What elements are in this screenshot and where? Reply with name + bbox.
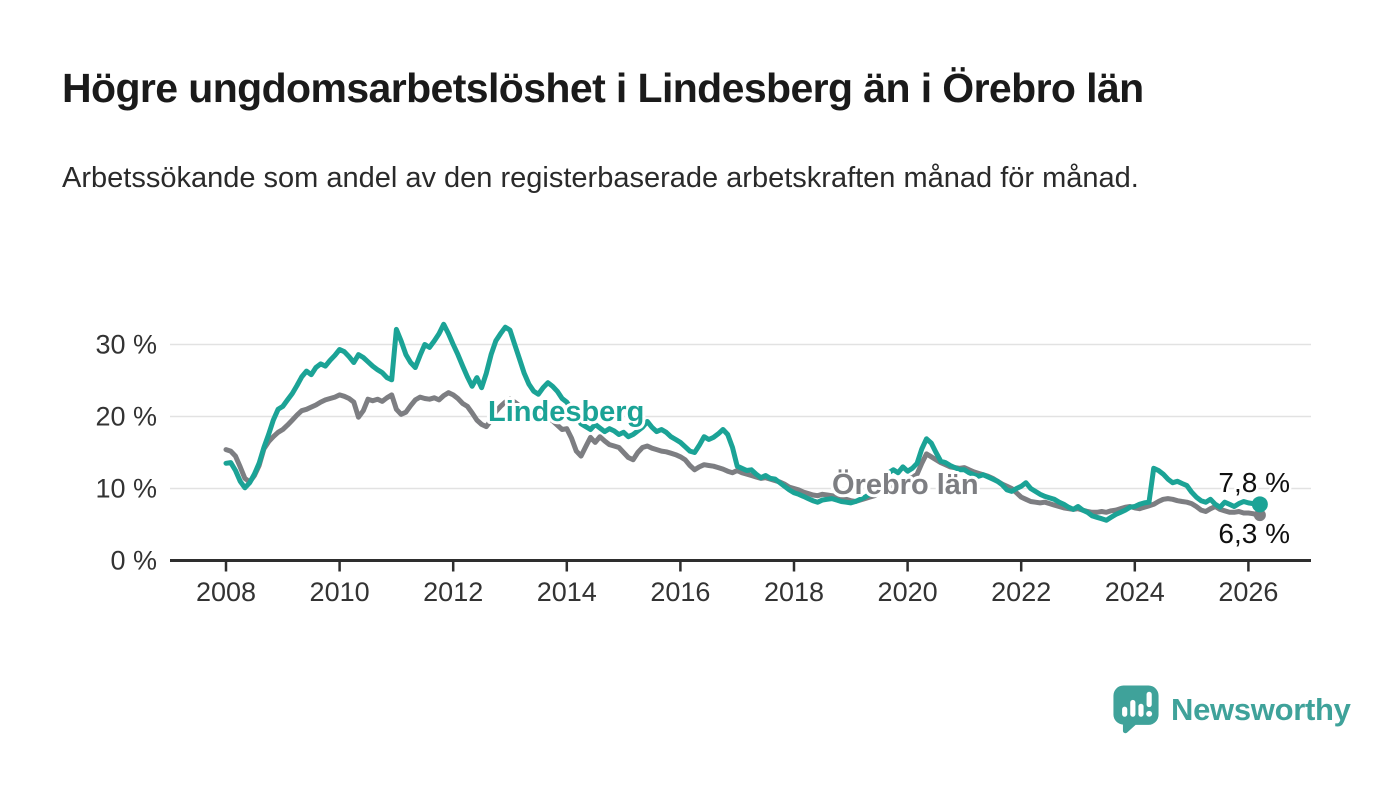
y-tick-label-10: 10 %: [95, 474, 157, 504]
x-tick-label-2020: 2020: [878, 577, 938, 607]
x-tick-label-2014: 2014: [537, 577, 597, 607]
x-tick-label-2010: 2010: [310, 577, 370, 607]
x-tick-label-2012: 2012: [423, 577, 483, 607]
series-end-dot-örebro-län: [1253, 509, 1266, 522]
x-tick-label-2024: 2024: [1105, 577, 1165, 607]
x-tick-label-2008: 2008: [196, 577, 256, 607]
series-line-lindesberg: [223, 321, 1261, 523]
newsworthy-logo-text: Newsworthy: [1171, 691, 1351, 727]
page-subtitle: Arbetssökande som andel av den registerb…: [62, 162, 1139, 194]
newsworthy-logo-icon: [1113, 685, 1159, 734]
x-tick-label-2016: 2016: [650, 577, 710, 607]
y-tick-label-20: 20 %: [95, 402, 157, 432]
x-tick-label-2022: 2022: [991, 577, 1051, 607]
series-end-dot-lindesberg: [1251, 496, 1268, 513]
page-title: Högre ungdomsarbetslöshet i Lindesberg ä…: [62, 65, 1144, 111]
end-value-label-örebro-län: 6,3 %: [1218, 518, 1290, 549]
newsworthy-logo: Newsworthy: [1112, 684, 1351, 735]
series-line-örebro-län: [223, 390, 1261, 518]
y-tick-label-30: 30 %: [95, 330, 157, 360]
x-tick-label-2026: 2026: [1218, 577, 1278, 607]
series-label-örebro-län: Örebro län: [832, 468, 979, 501]
end-value-label-lindesberg: 7,8 %: [1218, 467, 1290, 498]
x-tick-label-2018: 2018: [764, 577, 824, 607]
y-tick-label-0: 0 %: [110, 546, 157, 576]
series-label-lindesberg: Lindesberg: [488, 396, 644, 428]
